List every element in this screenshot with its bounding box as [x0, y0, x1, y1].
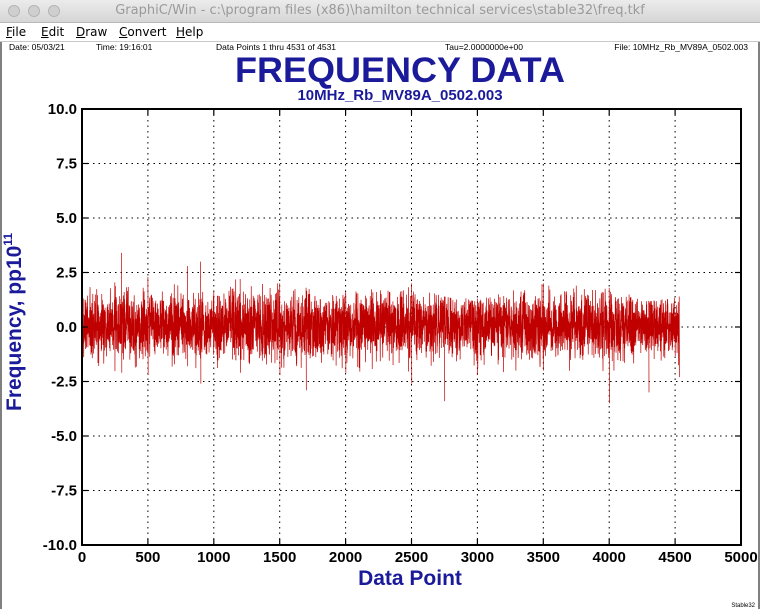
minimize-window-icon[interactable]: [28, 5, 40, 17]
x-tick-label: 2500: [395, 549, 428, 566]
chart-area: Date: 05/03/21 Time: 19:16:01 Data Point…: [0, 42, 760, 609]
y-tick-label: 7.5: [56, 156, 77, 173]
y-tick-labels: 10.0 7.5 5.0 2.5 0.0 -2.5 -5.0 -7.5 -10.0: [43, 101, 77, 554]
x-axis-label: Data Point: [358, 567, 462, 590]
chart-title: FREQUENCY DATA: [235, 51, 565, 90]
x-tick-label: 0: [78, 549, 86, 566]
window-titlebar: GraphiC/Win - c:\program files (x86)\ham…: [0, 0, 760, 23]
chart-subtitle: 10MHz_Rb_MV89A_0502.003: [297, 87, 502, 104]
menu-convert[interactable]: Convert: [119, 25, 167, 39]
y-tick-label: 0.0: [56, 319, 77, 336]
header-data-points: Data Points 1 thru 4531 of 4531: [216, 42, 336, 52]
x-tick-label: 4000: [593, 549, 626, 566]
y-axis-label-base: Frequency, pp10: [3, 246, 26, 411]
tick-marks: [81, 108, 742, 546]
menu-bar: File Edit Draw Convert Help: [0, 23, 760, 42]
window-title: GraphiC/Win - c:\program files (x86)\ham…: [115, 3, 645, 18]
y-tick-label: 5.0: [56, 210, 77, 227]
y-axis-label: Frequency, pp1011: [1, 233, 26, 411]
y-tick-label: -2.5: [51, 374, 77, 391]
y-tick-label: -10.0: [43, 537, 77, 554]
close-window-icon[interactable]: [8, 5, 20, 17]
grid-lines: [82, 109, 741, 545]
footer-tag: Stable32: [731, 603, 755, 609]
y-tick-label: 2.5: [56, 265, 77, 282]
menu-help[interactable]: Help: [176, 25, 204, 39]
header-time: Time: 19:16:01: [96, 42, 153, 52]
header-date: Date: 05/03/21: [9, 42, 65, 52]
frequency-chart: Date: 05/03/21 Time: 19:16:01 Data Point…: [0, 42, 760, 609]
x-tick-label: 500: [135, 549, 160, 566]
header-tau: Tau=2.0000000e+00: [445, 42, 523, 52]
y-tick-label: -7.5: [51, 483, 77, 500]
zoom-window-icon[interactable]: [48, 5, 60, 17]
menu-edit[interactable]: Edit: [41, 25, 65, 39]
series-frequency: [81, 252, 680, 404]
x-tick-labels: 0 500 1000 1500 2000 2500 3000 3500 4000 4500 5000: [78, 549, 758, 566]
menu-file[interactable]: File: [6, 25, 27, 39]
x-tick-label: 1000: [197, 549, 230, 566]
x-tick-label: 3500: [527, 549, 560, 566]
series-line: [81, 252, 680, 404]
x-tick-label: 4500: [658, 549, 691, 566]
y-axis-label-text: Frequency, pp1011: [1, 233, 26, 411]
x-tick-label: 1500: [263, 549, 296, 566]
y-tick-label: 10.0: [48, 101, 77, 118]
x-tick-label: 5000: [724, 549, 757, 566]
header-file: File: 10MHz_Rb_MV89A_0502.003: [614, 42, 748, 52]
x-tick-label: 2000: [329, 549, 362, 566]
x-tick-label: 3000: [461, 549, 494, 566]
y-tick-label: -5.0: [51, 428, 77, 445]
menu-draw[interactable]: Draw: [76, 25, 108, 39]
y-axis-label-exponent: 11: [1, 233, 15, 246]
